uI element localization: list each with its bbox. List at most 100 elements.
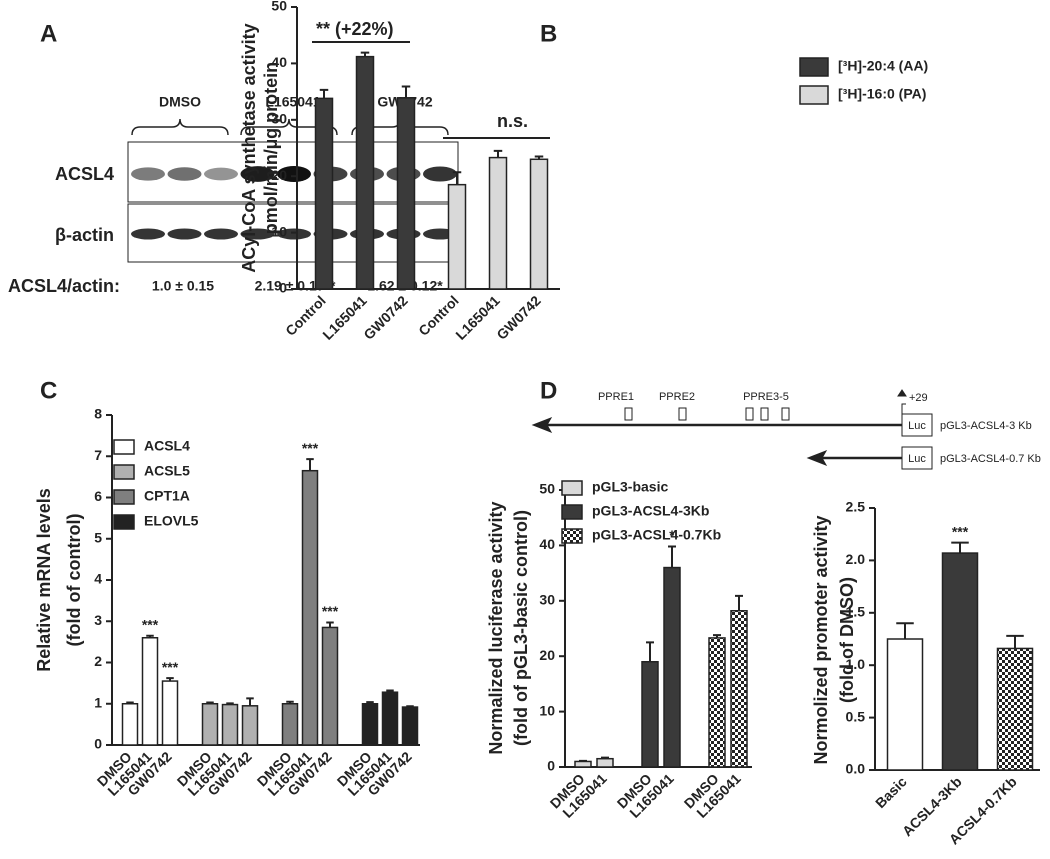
y-tick-label: 10 xyxy=(271,223,287,239)
bar xyxy=(996,647,1034,771)
y-tick-label: 4 xyxy=(94,571,102,587)
y-axis-title: pmol/min/µg protein xyxy=(261,62,281,234)
promoter-diagram xyxy=(531,389,933,470)
y-tick-label: 2 xyxy=(94,653,102,669)
legend-label: [³H]-16:0 (PA) xyxy=(838,86,926,102)
x-tick-label: GW0742 xyxy=(360,292,411,343)
panel-label: D xyxy=(540,377,557,404)
band xyxy=(277,228,311,240)
legend-label: CPT1A xyxy=(144,488,190,504)
y-tick-label: 20 xyxy=(271,167,287,183)
legend-label: ACSL5 xyxy=(144,463,190,479)
band xyxy=(240,166,275,182)
error-bar xyxy=(166,677,174,682)
error-bar xyxy=(386,689,394,693)
significance: *** xyxy=(142,616,159,632)
legend-label: ACSL4 xyxy=(144,438,190,454)
error-bar xyxy=(668,545,676,568)
row-label: β-actin xyxy=(55,225,114,245)
y-tick-label: 0 xyxy=(94,736,102,752)
error-bar xyxy=(326,621,334,628)
significance: *** xyxy=(952,523,969,539)
ppre-box xyxy=(745,407,754,421)
y-tick-label: 0.5 xyxy=(846,708,866,724)
error-bar xyxy=(366,701,374,704)
arrowhead xyxy=(806,450,828,466)
legend-swatch xyxy=(113,514,135,530)
ppre-box xyxy=(760,407,769,421)
bar xyxy=(488,156,508,290)
bar xyxy=(355,55,375,290)
y-tick-label: 0 xyxy=(279,280,287,296)
y-tick-label: 30 xyxy=(271,111,287,127)
panel-label: B xyxy=(540,20,557,47)
y-axis-title: (fold of pGL3-basic control) xyxy=(511,510,531,746)
y-tick-label: 0.0 xyxy=(846,761,866,777)
error-bar xyxy=(493,149,503,158)
legend-swatch xyxy=(113,464,135,480)
y-tick-label: 2.5 xyxy=(846,499,866,515)
ppre-box xyxy=(781,407,790,421)
bar xyxy=(396,97,416,290)
legend-label: [³H]-20:4 (AA) xyxy=(838,58,928,74)
element-label: PPRE1 xyxy=(598,391,634,403)
error-bar xyxy=(1006,634,1024,649)
error-bar xyxy=(601,756,609,759)
error-bar xyxy=(286,700,294,704)
bar xyxy=(730,610,748,768)
start-label: +29 xyxy=(909,392,928,404)
element-label: PPRE3-5 xyxy=(743,391,789,403)
y-tick-label: 50 xyxy=(271,0,287,14)
row-label: ACSL4 xyxy=(55,164,114,184)
bar xyxy=(708,637,726,768)
legend-label: ELOVL5 xyxy=(144,513,199,529)
y-tick-label: 6 xyxy=(94,488,102,504)
y-tick-label: 10 xyxy=(539,702,555,718)
significance: *** xyxy=(162,659,179,675)
start-arrowhead xyxy=(897,389,907,397)
bar xyxy=(941,552,979,771)
bar xyxy=(529,158,549,290)
bar xyxy=(121,703,139,746)
error-bar xyxy=(896,622,914,639)
significance: *** xyxy=(302,440,319,456)
legend-label: pGL3-ACSL4-0.7Kb xyxy=(592,527,721,543)
construct-label: pGL3-ACSL4-3 Kb xyxy=(940,420,1032,432)
y-axis-title: Normolized promoter activity xyxy=(811,515,831,764)
error-bar xyxy=(452,171,462,185)
bar xyxy=(141,637,159,746)
ratio-label: ACSL4/actin: xyxy=(8,276,120,296)
bar xyxy=(596,757,614,768)
bar xyxy=(401,706,419,746)
bar xyxy=(314,97,334,290)
bar xyxy=(221,703,239,746)
y-tick-label: 20 xyxy=(539,647,555,663)
x-tick-label: GW0742 xyxy=(493,292,544,343)
y-tick-label: 1 xyxy=(94,694,102,710)
annotation: ** (+22%) xyxy=(316,19,394,39)
y-tick-label: 2.0 xyxy=(846,551,866,567)
bar xyxy=(641,660,659,768)
ppre-box xyxy=(624,407,633,421)
bar xyxy=(381,691,399,746)
y-tick-label: 50 xyxy=(539,481,555,497)
legend-swatch xyxy=(799,57,829,77)
bar xyxy=(161,680,179,746)
arrowhead xyxy=(531,417,553,433)
bar xyxy=(301,469,319,746)
reporter-label: Luc xyxy=(908,420,926,432)
error-bar xyxy=(646,641,654,662)
error-bar xyxy=(246,697,254,706)
luc-box xyxy=(901,413,933,437)
band xyxy=(423,166,457,182)
legend-swatch xyxy=(113,439,135,455)
bar xyxy=(447,183,467,290)
ppre-box xyxy=(678,407,687,421)
band xyxy=(167,167,202,181)
luc-box xyxy=(901,446,933,470)
y-tick-label: 40 xyxy=(539,536,555,552)
y-axis-title: Relative mRNA levels xyxy=(34,488,54,671)
significance: *** xyxy=(322,603,339,619)
error-bar xyxy=(319,88,329,99)
